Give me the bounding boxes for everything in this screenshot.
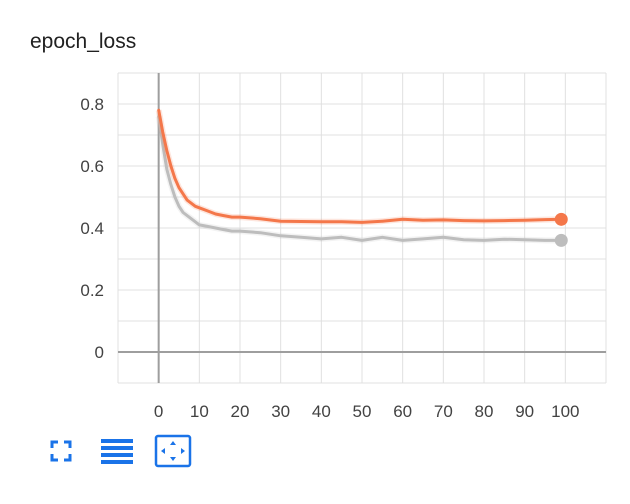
toggle-log-scale-button[interactable] xyxy=(98,432,136,470)
x-tick-label: 50 xyxy=(353,402,372,421)
x-tick-label: 100 xyxy=(551,402,579,421)
chart-title: epoch_loss xyxy=(30,30,137,53)
series-end-point xyxy=(554,233,568,247)
series-end-point xyxy=(554,212,568,226)
y-tick-label: 0.4 xyxy=(80,219,104,238)
series-line xyxy=(157,114,563,242)
x-tick-label: 60 xyxy=(393,402,412,421)
x-tick-label: 40 xyxy=(312,402,331,421)
list-lines-icon xyxy=(101,439,133,464)
x-tick-label: 30 xyxy=(271,402,290,421)
y-tick-label: 0.6 xyxy=(80,157,104,176)
series-line xyxy=(157,108,563,224)
y-tick-label: 0.2 xyxy=(80,281,104,300)
fit-domain-icon xyxy=(154,434,192,468)
line-chart: 0 10 20 30 40 50 60 70 80 90 100 0 0.2 0.4 0.6 0.8 xyxy=(80,72,607,421)
chart-tick-labels: 0 10 20 30 40 50 60 70 80 90 100 0 0.2 0.4 0.6 0.8 xyxy=(80,95,579,421)
x-tick-label: 70 xyxy=(434,402,453,421)
fullscreen-button[interactable] xyxy=(42,432,80,470)
x-tick-label: 80 xyxy=(475,402,494,421)
x-tick-label: 90 xyxy=(515,402,534,421)
x-tick-label: 20 xyxy=(231,402,250,421)
y-tick-label: 0.8 xyxy=(80,95,104,114)
y-tick-label: 0 xyxy=(95,343,104,362)
x-tick-label: 0 xyxy=(154,402,163,421)
x-tick-label: 10 xyxy=(190,402,209,421)
fit-domain-button[interactable] xyxy=(154,432,192,470)
chart-grid xyxy=(117,72,607,384)
fullscreen-icon xyxy=(50,440,72,462)
chart-series xyxy=(155,108,568,247)
chart-toolbar xyxy=(42,432,192,470)
